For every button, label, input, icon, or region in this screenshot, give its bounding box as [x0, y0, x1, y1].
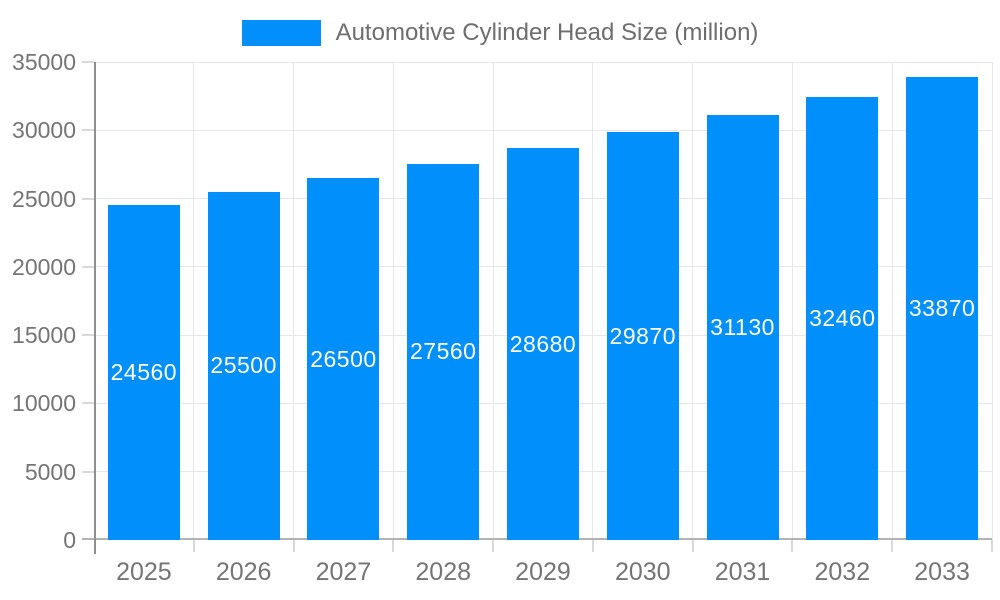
y-gridline	[94, 129, 992, 131]
bar-value-label: 27560	[409, 338, 477, 365]
x-tick-label: 2030	[614, 558, 671, 586]
y-tick-label: 10000	[12, 390, 76, 417]
x-tick-mark	[991, 540, 993, 552]
x-tick-label: 2029	[515, 558, 571, 586]
x-tick-mark	[691, 540, 694, 552]
x-tick-mark	[891, 540, 894, 552]
legend-item[interactable]: Automotive Cylinder Head Size (million)	[241, 18, 759, 48]
y-tick-label: 30000	[12, 117, 76, 144]
legend: Automotive Cylinder Head Size (million)	[0, 18, 1000, 48]
x-gridline	[991, 62, 993, 540]
y-tick-label: 0	[63, 527, 76, 553]
y-axis-line	[94, 62, 96, 554]
bar[interactable]: 31130	[706, 114, 779, 540]
bar[interactable]: 33870	[906, 77, 979, 540]
legend-label: Automotive Cylinder Head Size (million)	[335, 19, 759, 46]
x-gridline	[891, 62, 893, 540]
bar[interactable]: 25500	[207, 191, 280, 540]
bar-value-label: 29870	[609, 322, 676, 349]
x-tick-label: 2028	[415, 558, 472, 586]
x-gridline	[193, 62, 195, 540]
plot-area: 0 5000 10000 15000 20000 25000 30000 35000 24560…	[12, 49, 993, 586]
y-tick-label: 5000	[24, 458, 76, 485]
x-gridline	[592, 62, 594, 540]
bar[interactable]: 32460	[806, 96, 879, 540]
y-gridline	[94, 61, 992, 63]
bar-value-label: 25500	[210, 352, 277, 379]
x-tick-label: 2025	[116, 558, 172, 586]
bar[interactable]: 29870	[606, 132, 679, 540]
legend-swatch	[241, 20, 321, 46]
y-tick-mark	[82, 197, 94, 200]
y-tick-mark	[82, 402, 94, 405]
y-tick-mark	[82, 129, 94, 132]
x-tick-label: 2026	[215, 558, 272, 586]
bar-value-label: 31130	[710, 313, 775, 340]
x-tick-label: 2032	[814, 558, 871, 586]
bar-value-label: 28680	[509, 330, 577, 357]
y-tick-label: 25000	[12, 185, 76, 212]
y-tick-mark	[82, 61, 94, 63]
y-tick-label: 35000	[12, 49, 76, 75]
y-tick-label: 20000	[12, 253, 76, 280]
x-tick-mark	[591, 540, 594, 552]
bar[interactable]: 24560	[107, 204, 180, 540]
bar-value-label: 24560	[110, 358, 178, 385]
x-tick-mark	[192, 540, 195, 552]
x-tick-label: 2027	[315, 558, 372, 586]
x-tick-mark	[292, 540, 295, 552]
bar-value-label: 32460	[809, 304, 876, 331]
y-tick-mark	[82, 334, 94, 337]
bar[interactable]: 26500	[307, 178, 380, 540]
y-tick-label: 15000	[12, 322, 76, 349]
y-tick-mark	[82, 265, 94, 268]
x-gridline	[492, 62, 494, 540]
x-tick-label: 2031	[714, 558, 771, 586]
bar-value-label: 33870	[908, 295, 976, 322]
x-gridline	[692, 62, 694, 540]
x-tick-mark	[492, 540, 495, 552]
x-tick-mark	[791, 540, 794, 552]
x-gridline	[392, 62, 394, 540]
bar[interactable]: 28680	[507, 148, 579, 540]
x-gridline	[791, 62, 793, 540]
x-tick-mark	[392, 540, 395, 552]
x-gridline	[293, 62, 295, 540]
bar-value-label: 26500	[310, 345, 377, 372]
bar[interactable]: 27560	[407, 163, 480, 540]
x-tick-label: 2033	[914, 558, 970, 586]
y-tick-mark	[82, 470, 94, 473]
